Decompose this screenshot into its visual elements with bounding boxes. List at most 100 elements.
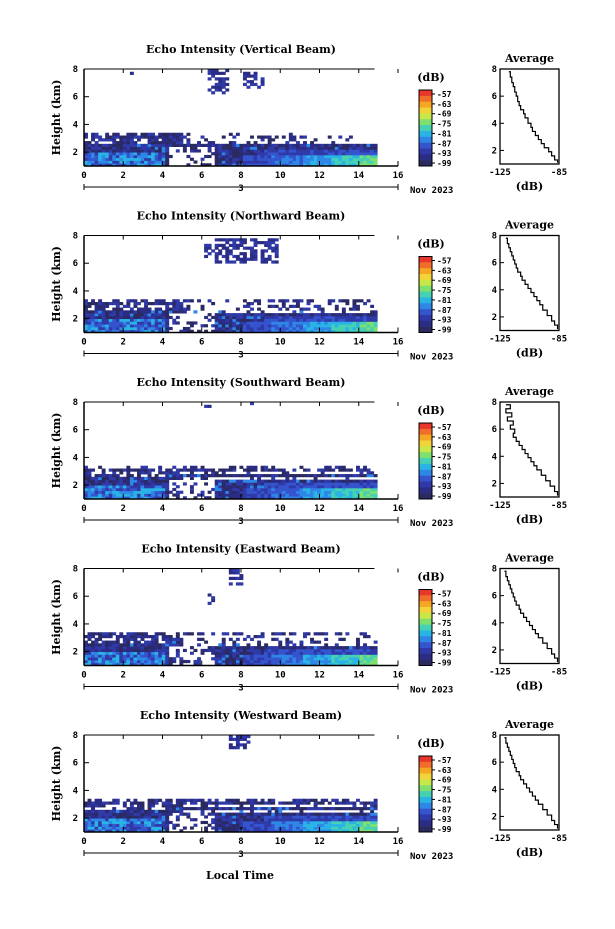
heatmap-cell (91, 809, 95, 813)
heatmap-cell (87, 493, 92, 497)
heatmap-cell (211, 91, 216, 95)
heatmap-cell (214, 252, 219, 256)
heatmap-cell (91, 324, 95, 328)
heatmap-cell (129, 138, 134, 142)
heatmap-cell (313, 493, 318, 497)
heatmap-cell (299, 496, 304, 500)
heatmap-cell (271, 304, 276, 308)
heatmap-cell (313, 318, 318, 322)
heatmap-cell (306, 299, 311, 303)
colorbar-tick-label: -57 (437, 590, 452, 599)
colorbar-swatch (419, 761, 432, 768)
heatmap-cell (108, 485, 113, 489)
heatmap-cell (105, 157, 110, 161)
heatmap-cell (271, 238, 276, 242)
heatmap-cell (161, 801, 166, 805)
heatmap-cell (186, 299, 191, 303)
heatmap-cell (320, 152, 325, 156)
heatmap-cell (242, 648, 247, 653)
heatmap-cell (235, 324, 240, 328)
heatmap-cell (338, 829, 343, 833)
heatmap-cell (345, 646, 350, 650)
heatmap-cell (144, 321, 148, 325)
heatmap-cell (168, 307, 173, 311)
heatmap-cell (165, 304, 170, 308)
heatmap-cell (94, 479, 99, 483)
heatmap-cell (122, 823, 127, 827)
heatmap-cell (264, 135, 269, 139)
heatmap-cell (158, 318, 163, 322)
heatmap-cell (207, 154, 212, 159)
heatmap-cell (313, 152, 318, 156)
heatmap-cell (98, 648, 103, 653)
heatmap-cell (246, 85, 251, 89)
heatmap-cell (242, 468, 247, 472)
heatmap-cell (320, 160, 325, 164)
average-title: Average (504, 552, 554, 565)
heatmap-cell (250, 402, 254, 406)
heatmap-cell (281, 154, 286, 159)
heatmap-cell (366, 496, 371, 500)
heatmap-cell (250, 815, 254, 819)
heatmap-cell (133, 657, 138, 661)
average-x-tick-label: -125 (489, 668, 511, 678)
heatmap-cell (154, 326, 159, 331)
heatmap-cell (299, 651, 304, 655)
heatmap-cell (348, 154, 353, 159)
heatmap-cell (204, 471, 209, 475)
heatmap-cell (144, 829, 148, 833)
heatmap-cell (310, 818, 315, 822)
heatmap-cell (352, 648, 357, 653)
heatmap-cell (87, 654, 92, 658)
heatmap-cell (105, 302, 110, 306)
heatmap-cell (274, 260, 279, 264)
heatmap-cell (253, 154, 258, 159)
heatmap-cell (228, 321, 233, 325)
heatmap-cell (292, 648, 297, 653)
heatmap-cell (147, 310, 152, 314)
heatmap-cell (214, 69, 219, 73)
heatmap-cell (310, 487, 315, 492)
heatmap-cell (345, 157, 350, 161)
heatmap-cell (232, 163, 237, 167)
heatmap-cell (94, 474, 99, 478)
heatmap-cell (98, 476, 103, 480)
heatmap-cell (281, 482, 286, 486)
heatmap-cell (112, 809, 117, 813)
heatmap-cell (338, 154, 343, 159)
heatmap-cell (281, 807, 286, 811)
heatmap-cell (225, 315, 230, 320)
heatmap-cell (175, 310, 180, 314)
heatmap-cell (348, 324, 353, 328)
heatmap-cell (221, 807, 226, 811)
heatmap-cell (324, 823, 329, 827)
heatmap-cell (317, 468, 322, 472)
heatmap-cell (84, 313, 88, 317)
heatmap-cell (341, 479, 346, 483)
heatmap-cell (250, 482, 254, 486)
heatmap-cell (98, 154, 103, 159)
heatmap-cell (144, 823, 148, 827)
heatmap-cell (331, 651, 336, 655)
heatmap-cell (122, 141, 127, 145)
heatmap-cell (211, 474, 216, 478)
heatmap-cell (264, 646, 269, 650)
heatmap-cell (98, 487, 103, 492)
heatmap-cell (324, 474, 329, 478)
heatmap-cell (320, 657, 325, 661)
heatmap-cell (172, 318, 177, 322)
heatmap-cell (144, 302, 148, 306)
heatmap-cell (151, 487, 156, 492)
heatmap-cell (165, 640, 170, 644)
heatmap-cell (313, 487, 318, 492)
panel-title: Echo Intensity (Westward Beam) (140, 709, 342, 722)
heatmap-cell (154, 141, 159, 145)
heatmap-cell (274, 648, 279, 653)
heatmap-cell (235, 659, 240, 664)
heatmap-cell (158, 826, 163, 830)
heatmap-cell (288, 648, 293, 653)
heatmap-cell (246, 479, 251, 483)
x-tick-label: 0 (81, 171, 86, 181)
heatmap-cell (232, 321, 237, 325)
heatmap-cell (232, 479, 237, 483)
